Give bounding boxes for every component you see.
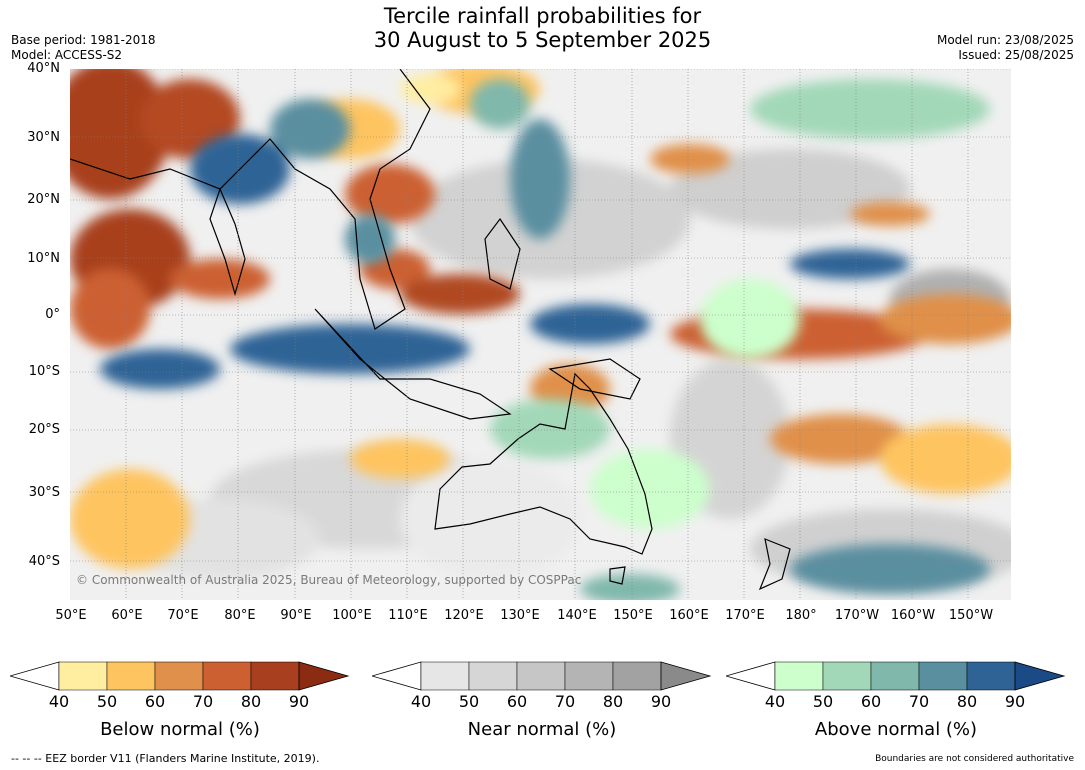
colorbar-swatch	[202, 661, 252, 691]
below-tick-90: 90	[288, 692, 310, 711]
near-tick-50: 50	[458, 692, 480, 711]
colorbar-min-arrow	[726, 661, 776, 691]
lon-label-70e: 70°E	[167, 608, 199, 623]
colorbar-swatch	[822, 661, 872, 691]
lon-label-130e: 130°E	[500, 608, 540, 623]
india-coast	[209, 187, 246, 297]
title-line-2: 30 August to 5 September 2025	[373, 28, 712, 52]
lat-label-20s: 20°S	[28, 422, 60, 437]
below-tick-50: 50	[96, 692, 118, 711]
model-run-text: Model run: 23/08/2025	[936, 33, 1074, 47]
colorbar-swatch	[468, 661, 518, 691]
below-normal-label: Below normal (%)	[100, 719, 260, 740]
boundaries-disclaimer: Boundaries are not considered authoritat…	[875, 754, 1074, 764]
below-normal-field	[70, 69, 1011, 569]
near-tick-60: 60	[506, 692, 528, 711]
lon-label-170w: 170°W	[834, 608, 880, 623]
lon-label-110e: 110°E	[388, 608, 428, 623]
colorbar-swatch	[966, 661, 1016, 691]
colorbar-max-arrow	[1014, 661, 1066, 691]
lon-label-150e: 150°E	[613, 608, 653, 623]
colorbar-max-arrow	[660, 661, 712, 691]
lon-label-90e: 90°E	[280, 608, 312, 623]
lon-label-80e: 80°E	[224, 608, 256, 623]
australia-coast	[434, 372, 653, 555]
colorbar-swatch	[918, 661, 968, 691]
lat-label-30n: 30°N	[27, 130, 60, 145]
lat-label-equator: 0°	[45, 307, 60, 322]
lat-label-10n: 10°N	[27, 251, 60, 266]
title-line-1: Tercile rainfall probabilities for	[383, 4, 702, 28]
new-zealand-coast	[758, 538, 791, 591]
above-tick-50: 50	[812, 692, 834, 711]
colorbar-min-arrow	[372, 661, 422, 691]
colorbar-swatch	[250, 661, 300, 691]
above-tick-80: 80	[956, 692, 978, 711]
model-text: Model: ACCESS-S2	[11, 48, 123, 62]
colorbar-swatch	[774, 661, 824, 691]
near-tick-70: 70	[554, 692, 576, 711]
above-normal-colorbar	[726, 661, 1066, 691]
map-canvas	[70, 69, 1011, 600]
lon-label-170e: 170°E	[725, 608, 765, 623]
lat-label-40n: 40°N	[27, 61, 60, 76]
above-normal-field	[100, 79, 990, 600]
near-tick-90: 90	[650, 692, 672, 711]
asia-coast	[70, 69, 431, 330]
above-tick-70: 70	[908, 692, 930, 711]
philippines-coast	[484, 217, 521, 290]
lon-label-160w: 160°W	[890, 608, 936, 623]
near-tick-80: 80	[602, 692, 624, 711]
lon-label-160e: 160°E	[669, 608, 709, 623]
near-normal-label: Near normal (%)	[467, 719, 617, 740]
copyright-notice: © Commonwealth of Australia 2025, Bureau…	[76, 573, 582, 587]
indonesia-coast	[314, 308, 512, 420]
below-normal-colorbar	[10, 661, 350, 691]
above-normal-label: Above normal (%)	[814, 719, 978, 740]
eez-border-note: -- -- -- EEZ border V11 (Flanders Marine…	[11, 752, 320, 765]
colorbar-swatch	[154, 661, 204, 691]
lat-label-10s: 10°S	[28, 364, 60, 379]
lat-label-20n: 20°N	[27, 192, 60, 207]
map-title: Tercile rainfall probabilities for 30 Au…	[0, 4, 1085, 52]
new-guinea-coast	[548, 358, 641, 400]
colorbar-swatch	[612, 661, 662, 691]
above-tick-60: 60	[860, 692, 882, 711]
below-tick-70: 70	[192, 692, 214, 711]
tasmania-coast	[609, 566, 626, 585]
lon-label-120e: 120°E	[444, 608, 484, 623]
lat-label-30s: 30°S	[28, 485, 60, 500]
near-tick-40: 40	[410, 692, 432, 711]
colorbar-swatch	[516, 661, 566, 691]
meta-left: Base period: 1981-2018 Model: ACCESS-S2	[11, 33, 156, 63]
colorbar-swatch	[58, 661, 108, 691]
near-normal-colorbar	[372, 661, 712, 691]
lon-label-150w: 150°W	[948, 608, 994, 623]
above-tick-40: 40	[764, 692, 786, 711]
colorbar-swatch	[564, 661, 614, 691]
colorbar-swatch	[870, 661, 920, 691]
issued-text: Issued: 25/08/2025	[958, 48, 1074, 62]
lon-label-140e: 140°E	[557, 608, 597, 623]
probability-map	[70, 69, 1011, 600]
lon-label-50e: 50°E	[55, 608, 87, 623]
lon-label-100e: 100°E	[332, 608, 372, 623]
base-period-text: Base period: 1981-2018	[11, 33, 156, 47]
lon-label-60e: 60°E	[111, 608, 143, 623]
colorbar-swatch	[106, 661, 156, 691]
below-tick-80: 80	[240, 692, 262, 711]
above-tick-90: 90	[1004, 692, 1026, 711]
colorbar-swatch	[420, 661, 470, 691]
lon-label-180: 180°	[785, 608, 817, 623]
lat-label-40s: 40°S	[28, 554, 60, 569]
meta-right: Model run: 23/08/2025 Issued: 25/08/2025	[937, 33, 1074, 63]
below-tick-60: 60	[144, 692, 166, 711]
colorbar-max-arrow	[298, 661, 350, 691]
coastlines	[70, 69, 791, 591]
below-tick-40: 40	[48, 692, 70, 711]
graticule	[70, 69, 1011, 600]
colorbar-min-arrow	[10, 661, 60, 691]
